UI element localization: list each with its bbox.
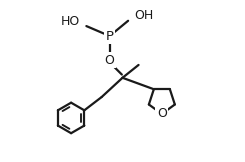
Text: O: O: [105, 54, 115, 67]
Text: OH: OH: [135, 9, 154, 22]
Text: P: P: [106, 29, 114, 43]
Text: O: O: [157, 107, 167, 120]
Text: HO: HO: [61, 15, 80, 28]
